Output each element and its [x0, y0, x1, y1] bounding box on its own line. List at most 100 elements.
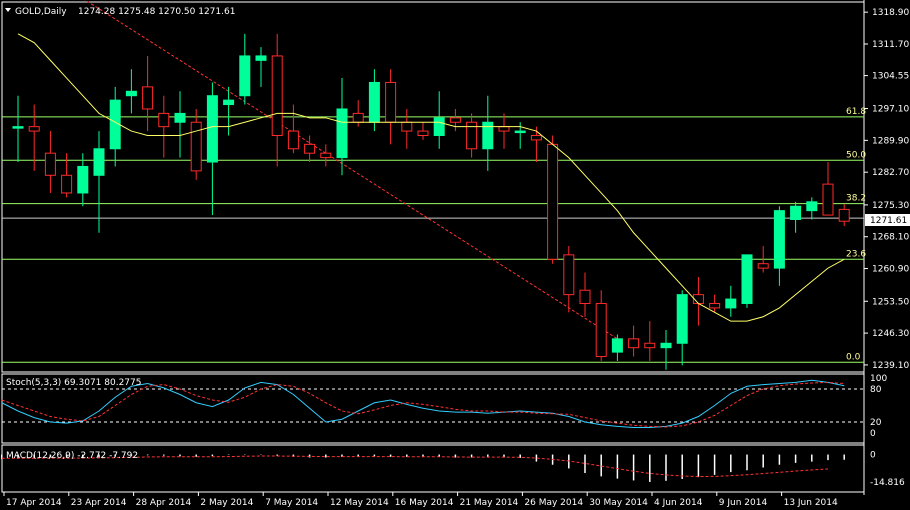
- candle-body: [206, 95, 218, 163]
- time-tick-label: 26 May 2014: [524, 498, 583, 508]
- candle-body: [125, 90, 137, 97]
- candle-body: [838, 208, 850, 222]
- panel-frames: [1, 0, 865, 495]
- candle-body: [352, 112, 364, 123]
- candle-body: [741, 254, 753, 304]
- price-tick-label: 1304.55: [872, 72, 909, 82]
- candle-body: [563, 254, 575, 296]
- candle-body: [44, 152, 56, 176]
- candle-body: [368, 81, 380, 123]
- time-tick-label: 30 May 2014: [589, 498, 648, 508]
- macd-tick-label: -14.816: [870, 478, 905, 488]
- candle-body: [287, 130, 299, 150]
- candle-body: [417, 130, 429, 137]
- candle-body: [611, 338, 623, 353]
- candle-body: [28, 126, 40, 132]
- candle-body: [579, 289, 591, 304]
- candle-body: [806, 201, 818, 212]
- candle-body: [93, 148, 105, 176]
- candle-body: [304, 143, 316, 154]
- current-price-marker: 1271.61: [865, 214, 910, 226]
- price-tick-label: 1289.90: [872, 136, 909, 146]
- time-tick-label: 2 May 2014: [200, 498, 253, 508]
- candle-body: [239, 55, 251, 97]
- stoch-tick-label: 20: [870, 418, 882, 428]
- time-tick-label: 28 Apr 2014: [136, 498, 192, 508]
- candle-body: [190, 121, 202, 172]
- fib-label: 50.0: [846, 150, 866, 160]
- candle-body: [644, 342, 656, 349]
- macd-label: MACD(12,26,9) -2.772 -7.792: [6, 451, 138, 461]
- candles: [12, 33, 850, 370]
- candle-body: [498, 126, 510, 132]
- candle-body: [547, 143, 559, 260]
- candle-body: [773, 210, 785, 269]
- time-tick-label: 7 May 2014: [265, 498, 318, 508]
- candle-body: [449, 117, 461, 123]
- candle-body: [514, 130, 526, 134]
- trendline-segment: [84, 0, 618, 340]
- candle-body: [271, 55, 283, 137]
- candle-body: [757, 263, 769, 269]
- candle-body: [466, 121, 478, 150]
- candle-body: [628, 338, 640, 349]
- candle-body: [174, 112, 186, 123]
- price-tick-label: 1268.10: [872, 233, 909, 243]
- current-price-text: 1271.61: [870, 216, 907, 226]
- macd-tick-label: 0: [870, 451, 876, 461]
- time-tick-label: 9 Jun 2014: [719, 498, 768, 508]
- ma-line: [17, 33, 845, 322]
- candle-body: [530, 135, 542, 141]
- candle-body: [255, 55, 267, 61]
- candle-body: [725, 298, 737, 309]
- time-tick-label: 4 Jun 2014: [654, 498, 703, 508]
- candle-body: [223, 99, 235, 106]
- candle-body: [336, 108, 348, 159]
- time-tick-label: 13 Jun 2014: [784, 498, 838, 508]
- time-tick-label: 21 May 2014: [460, 498, 519, 508]
- panel-border-0: [1, 1, 865, 373]
- candle-body: [595, 302, 607, 358]
- stoch-signal-line: [1, 381, 845, 428]
- time-axis: 17 Apr 2014 23 Apr 2014 28 Apr 2014 2 May 2…: [3, 492, 838, 508]
- price-tick-label: 1297.10: [872, 105, 909, 115]
- trendline: [84, 0, 618, 340]
- time-tick-label: 12 May 2014: [330, 498, 389, 508]
- candle-body: [433, 117, 445, 137]
- price-tick-label: 1282.70: [872, 168, 909, 178]
- dropdown-triangle-icon[interactable]: [5, 8, 11, 12]
- stoch-main-line: [1, 379, 845, 428]
- time-tick-label: 23 Apr 2014: [71, 498, 127, 508]
- macd-signal-line: [1, 455, 829, 478]
- price-tick-label: 1253.50: [872, 297, 909, 307]
- price-tick-label: 1311.70: [872, 40, 909, 50]
- header: GOLD,Daily 1274.28 1275.48 1270.50 1271.…: [5, 7, 235, 17]
- price-tick-label: 1275.30: [872, 201, 909, 211]
- stoch-tick-label: 100: [870, 374, 887, 384]
- fib-label: 38.2: [846, 194, 866, 204]
- candle-body: [660, 342, 672, 349]
- price-axis: 1318.90 1311.70 1304.55 1297.10 1289.90 1282.…: [864, 8, 909, 371]
- stoch-label: Stoch(5,3,3) 69.3071 80.2775: [6, 378, 141, 388]
- macd-panel: 0 -14.816: [1, 451, 905, 488]
- price-tick-label: 1246.30: [872, 329, 909, 339]
- candle-body: [401, 121, 413, 132]
- price-tick-label: 1239.10: [872, 361, 909, 371]
- candle-body: [77, 165, 89, 194]
- time-tick-label: 17 Apr 2014: [6, 498, 62, 508]
- price-tick-label: 1318.90: [872, 8, 909, 18]
- time-tick-label: 16 May 2014: [395, 498, 454, 508]
- price-tick-label: 1260.90: [872, 265, 909, 275]
- candle-body: [158, 112, 170, 128]
- moving-average: [17, 33, 845, 322]
- fib-label: 0.0: [846, 352, 861, 362]
- candle-body: [12, 126, 24, 129]
- fibonacci-levels: 61.8 50.0 38.2 23.6 0.0: [2, 107, 866, 363]
- candle-body: [709, 302, 721, 309]
- stoch-tick-label: 80: [870, 385, 882, 395]
- candle-body: [61, 174, 73, 194]
- candle-body: [790, 205, 802, 220]
